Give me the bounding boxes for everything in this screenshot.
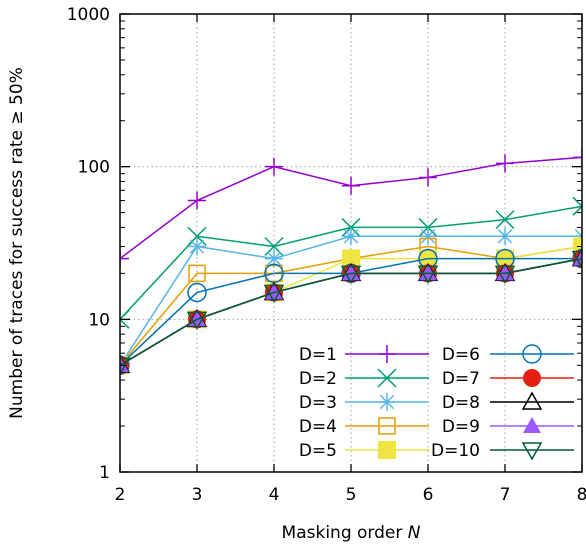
legend-marker xyxy=(523,417,541,433)
data-point xyxy=(494,265,516,284)
data-point xyxy=(496,227,514,246)
series-d-10 xyxy=(120,250,582,376)
axis-ticks: 2 3 4 5 6 7 8 1 10 100 1000 xyxy=(67,5,586,505)
legend-label: D=1 xyxy=(299,345,337,365)
legend-marker xyxy=(521,391,543,410)
legend-marker xyxy=(521,442,543,461)
x-tick-label: 2 xyxy=(115,485,126,505)
data-point xyxy=(340,265,362,284)
y-axis-label: Number of traces for success rate ≥ 50% xyxy=(7,67,27,419)
legend-item: D=8 xyxy=(442,391,574,413)
x-tick-label: 8 xyxy=(577,485,586,505)
legend-item: D=2 xyxy=(299,368,429,389)
x-axis-label-var: N xyxy=(408,523,421,543)
legend-marker xyxy=(522,344,542,364)
data-point xyxy=(573,148,582,167)
x-tick-label: 7 xyxy=(500,485,511,505)
data-point xyxy=(265,157,283,176)
data-point xyxy=(342,176,360,195)
x-axis-label: Masking order N xyxy=(282,523,421,543)
legend-item: D=1 xyxy=(299,345,429,365)
series-d-3 xyxy=(120,227,582,375)
data-point xyxy=(417,265,439,284)
data-point xyxy=(571,248,582,267)
legend-marker xyxy=(377,368,397,388)
data-point xyxy=(419,227,437,246)
data-point xyxy=(571,250,582,270)
data-point xyxy=(419,264,437,281)
x-axis-label-text: Masking order xyxy=(282,523,403,543)
x-tick-label: 3 xyxy=(192,485,203,505)
x-tick-label: 4 xyxy=(269,485,280,505)
data-point xyxy=(187,226,207,246)
legend-item: D=7 xyxy=(442,369,574,389)
x-tick-label: 5 xyxy=(346,485,357,505)
series-line xyxy=(120,257,582,366)
data-point xyxy=(419,168,437,187)
legend-label: D=4 xyxy=(299,417,337,437)
data-point xyxy=(120,249,129,268)
y-tick-label: 1 xyxy=(99,463,110,483)
legend-marker xyxy=(378,345,396,363)
data-point xyxy=(188,264,206,283)
legend-label: D=8 xyxy=(442,393,480,413)
x-tick-label: 6 xyxy=(423,485,434,505)
data-point xyxy=(342,249,360,268)
data-point xyxy=(342,264,360,281)
data-point xyxy=(188,237,206,256)
data-point xyxy=(187,282,207,303)
data-point xyxy=(265,283,283,300)
data-point xyxy=(263,284,285,303)
legend-label: D=6 xyxy=(442,345,480,365)
data-point xyxy=(188,191,206,210)
legend-label: D=3 xyxy=(299,393,337,413)
series-layer xyxy=(120,148,582,376)
data-point xyxy=(342,227,360,246)
data-point xyxy=(120,356,129,373)
data-point xyxy=(120,357,131,376)
legend-item: D=6 xyxy=(442,344,574,365)
data-point xyxy=(495,210,515,230)
series-d-1 xyxy=(120,148,582,268)
legend-item: D=5 xyxy=(299,441,429,461)
data-point xyxy=(573,249,582,266)
legend-label: D=10 xyxy=(431,441,480,461)
legend-label: D=9 xyxy=(442,417,480,437)
legend-marker xyxy=(523,369,541,387)
legend-marker xyxy=(378,393,396,411)
data-point xyxy=(120,309,130,329)
data-point xyxy=(496,154,514,173)
legend-item: D=10 xyxy=(431,441,574,461)
legend-item: D=3 xyxy=(299,393,429,413)
legend-label: D=5 xyxy=(299,441,337,461)
legend-label: D=7 xyxy=(442,369,480,389)
data-point xyxy=(572,196,582,216)
y-tick-label: 1000 xyxy=(67,5,110,25)
legend-label: D=2 xyxy=(299,369,337,389)
legend-marker xyxy=(378,441,396,459)
legend: D=1 D=2 D=3 D=4 D=5 D=6 D=7 D=8 D=9 D=10 xyxy=(299,344,574,461)
legend-item: D=4 xyxy=(299,417,429,437)
data-point xyxy=(186,311,208,330)
legend-marker xyxy=(378,417,396,435)
y-tick-label: 100 xyxy=(78,158,110,178)
legend-item: D=9 xyxy=(442,417,574,437)
data-point xyxy=(496,264,514,281)
y-tick-label: 10 xyxy=(88,310,110,330)
